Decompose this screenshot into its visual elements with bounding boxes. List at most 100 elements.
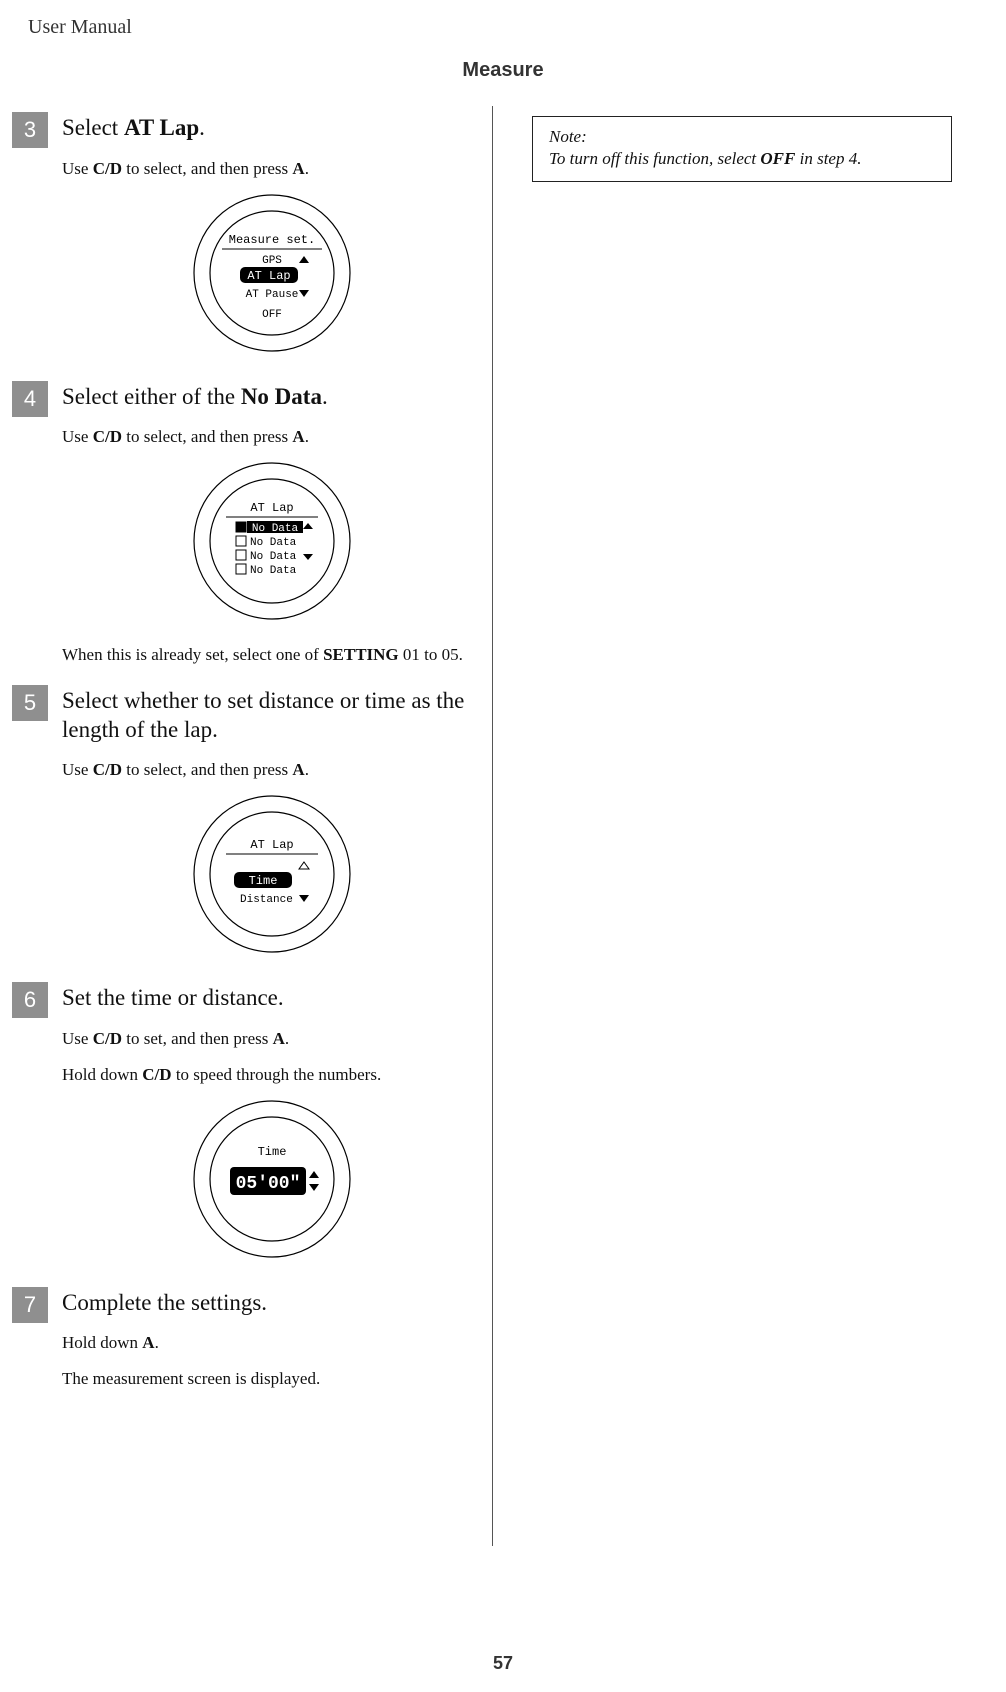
bold-text: SETTING	[323, 645, 399, 664]
bold-text: C/D	[93, 760, 122, 779]
text: Select either of the	[62, 384, 241, 409]
watch-line: GPS	[262, 255, 282, 267]
watch-svg: Measure set. GPS AT Lap AT Pause OFF	[192, 193, 352, 353]
text: .	[155, 1333, 159, 1352]
watch-selected: AT Lap	[247, 269, 290, 283]
text: To turn off this function, select	[549, 149, 760, 168]
step-number: 3	[12, 112, 48, 148]
right-column: Note: To turn off this function, select …	[532, 112, 992, 1409]
watch-svg: AT Lap Time Distance	[192, 794, 352, 954]
step-number: 5	[12, 685, 48, 721]
section-title: Measure	[0, 59, 1006, 82]
text: .	[305, 760, 309, 779]
watch-line: AT Pause	[246, 289, 299, 301]
watch-svg: Time 05'00"	[192, 1099, 352, 1259]
watch-line: Distance	[240, 894, 293, 906]
watch-svg: AT Lap No Data No Data No Data	[192, 461, 352, 621]
page-number: 57	[0, 1653, 1006, 1674]
note-box: Note: To turn off this function, select …	[532, 116, 952, 182]
bold-text: C/D	[142, 1065, 171, 1084]
instruction: Hold down A.	[62, 1331, 482, 1355]
step-title: Select either of the No Data.	[62, 383, 482, 412]
text: 01 to 05.	[399, 645, 463, 664]
watch-illustration: Time 05'00"	[62, 1099, 482, 1259]
watch-illustration: AT Lap No Data No Data No Data	[62, 461, 482, 621]
text: Use	[62, 427, 93, 446]
text: .	[285, 1029, 289, 1048]
bold-text: No Data	[241, 384, 322, 409]
step-number: 4	[12, 381, 48, 417]
instruction: Use C/D to select, and then press A.	[62, 758, 482, 782]
bold-text: A	[292, 427, 304, 446]
step-body: Select AT Lap. Use C/D to select, and th…	[62, 112, 482, 375]
instruction: Hold down C/D to speed through the numbe…	[62, 1063, 482, 1087]
step-3: 3 Select AT Lap. Use C/D to select, and …	[12, 112, 482, 375]
step-title: Complete the settings.	[62, 1289, 482, 1318]
bold-text: C/D	[93, 1029, 122, 1048]
bold-text: A	[292, 760, 304, 779]
step-body: Set the time or distance. Use C/D to set…	[62, 982, 482, 1280]
text: .	[305, 427, 309, 446]
instruction: Use C/D to set, and then press A.	[62, 1027, 482, 1051]
note-title: Note:	[549, 127, 935, 147]
watch-selected: Time	[249, 874, 278, 888]
step-5: 5 Select whether to set distance or time…	[12, 685, 482, 976]
step-body: Select whether to set distance or time a…	[62, 685, 482, 976]
text: Use	[62, 760, 93, 779]
text: Use	[62, 1029, 93, 1048]
text: Hold down	[62, 1333, 142, 1352]
text: .	[305, 159, 309, 178]
watch-value: 05'00"	[236, 1174, 301, 1194]
text: to speed through the numbers.	[172, 1065, 382, 1084]
text: to select, and then press	[122, 760, 292, 779]
column-divider	[492, 106, 493, 1546]
text: Hold down	[62, 1065, 142, 1084]
watch-row: No Data	[250, 551, 297, 563]
watch-header: AT Lap	[250, 838, 293, 852]
watch-row: No Data	[250, 565, 297, 577]
bold-text: C/D	[93, 159, 122, 178]
step-body: Select either of the No Data. Use C/D to…	[62, 381, 482, 679]
page: User Manual Measure 3 Select AT Lap. Use…	[0, 16, 1006, 1692]
followup-text: When this is already set, select one of …	[62, 643, 482, 667]
watch-row: No Data	[252, 523, 299, 535]
instruction: Use C/D to select, and then press A.	[62, 425, 482, 449]
step-title: Set the time or distance.	[62, 984, 482, 1013]
text: When this is already set, select one of	[62, 645, 323, 664]
text: Select	[62, 115, 124, 140]
bold-text: A	[142, 1333, 154, 1352]
instruction: Use C/D to select, and then press A.	[62, 157, 482, 181]
text: in step 4.	[795, 149, 861, 168]
watch-header: Time	[258, 1145, 287, 1159]
note-text: To turn off this function, select OFF in…	[549, 149, 935, 169]
instruction: The measurement screen is displayed.	[62, 1367, 482, 1391]
step-number: 7	[12, 1287, 48, 1323]
columns: 3 Select AT Lap. Use C/D to select, and …	[0, 112, 1006, 1409]
step-7: 7 Complete the settings. Hold down A. Th…	[12, 1287, 482, 1403]
watch-row: No Data	[250, 537, 297, 549]
bold-text: A	[292, 159, 304, 178]
text: to select, and then press	[122, 159, 292, 178]
bold-text: A	[273, 1029, 285, 1048]
text: .	[199, 115, 205, 140]
document-title: User Manual	[28, 16, 1006, 39]
step-number: 6	[12, 982, 48, 1018]
bold-text: OFF	[760, 149, 795, 168]
bold-text: C/D	[93, 427, 122, 446]
watch-header: Measure set.	[229, 233, 315, 247]
text: to select, and then press	[122, 427, 292, 446]
step-title: Select AT Lap.	[62, 114, 482, 143]
step-4: 4 Select either of the No Data. Use C/D …	[12, 381, 482, 679]
text: .	[322, 384, 328, 409]
watch-footer: OFF	[262, 309, 282, 321]
left-column: 3 Select AT Lap. Use C/D to select, and …	[12, 112, 482, 1409]
step-title: Select whether to set distance or time a…	[62, 687, 482, 745]
step-body: Complete the settings. Hold down A. The …	[62, 1287, 482, 1403]
step-6: 6 Set the time or distance. Use C/D to s…	[12, 982, 482, 1280]
bold-text: AT Lap	[124, 115, 199, 140]
text: to set, and then press	[122, 1029, 273, 1048]
watch-illustration: AT Lap Time Distance	[62, 794, 482, 954]
text: Use	[62, 159, 93, 178]
watch-header: AT Lap	[250, 501, 293, 515]
watch-illustration: Measure set. GPS AT Lap AT Pause OFF	[62, 193, 482, 353]
